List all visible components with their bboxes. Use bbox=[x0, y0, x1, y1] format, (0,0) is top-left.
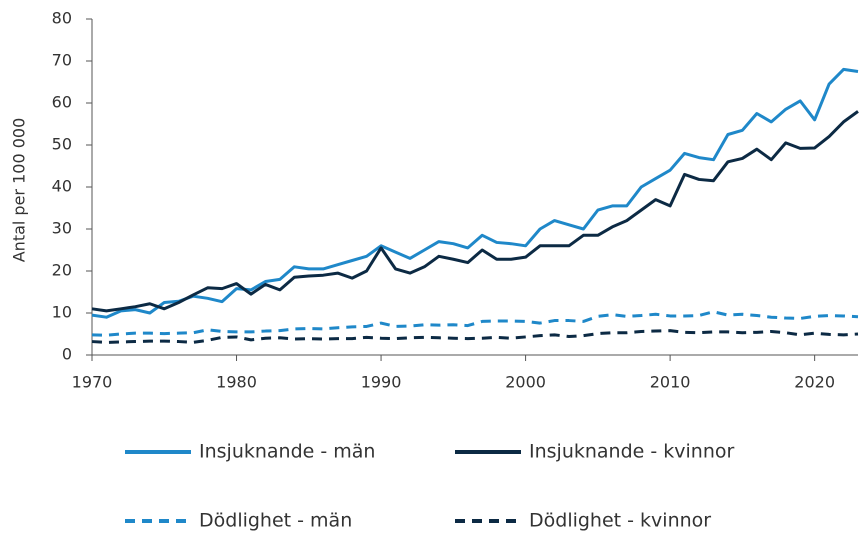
legend-label: Dödlighet - kvinnor bbox=[529, 510, 711, 532]
legend-label: Insjuknande - kvinnor bbox=[529, 441, 735, 463]
x-tick-label: 1990 bbox=[361, 373, 402, 392]
y-tick-label: 20 bbox=[52, 261, 72, 280]
series-line bbox=[91, 310, 859, 337]
y-axis-label: Antal per 100 000 bbox=[10, 118, 29, 263]
x-tick-label: 1970 bbox=[72, 373, 113, 392]
legend-label: Insjuknande - män bbox=[199, 441, 375, 463]
y-tick-label: 0 bbox=[62, 345, 72, 364]
y-tick-label: 10 bbox=[52, 303, 72, 322]
x-tick-label: 2000 bbox=[505, 373, 546, 392]
series-line bbox=[91, 329, 859, 344]
series-line bbox=[91, 110, 859, 313]
y-tick-label: 30 bbox=[52, 219, 72, 238]
x-tick-label: 1980 bbox=[216, 373, 257, 392]
legend-label: Dödlighet - män bbox=[199, 510, 352, 532]
y-tick-label: 40 bbox=[52, 177, 72, 196]
x-tick-label: 2020 bbox=[794, 373, 835, 392]
y-tick-label: 60 bbox=[52, 93, 72, 112]
y-tick-label: 50 bbox=[52, 135, 72, 154]
series-line bbox=[91, 67, 859, 319]
x-tick-label: 2010 bbox=[650, 373, 691, 392]
y-tick-label: 70 bbox=[52, 51, 72, 70]
y-tick-label: 80 bbox=[52, 9, 72, 28]
